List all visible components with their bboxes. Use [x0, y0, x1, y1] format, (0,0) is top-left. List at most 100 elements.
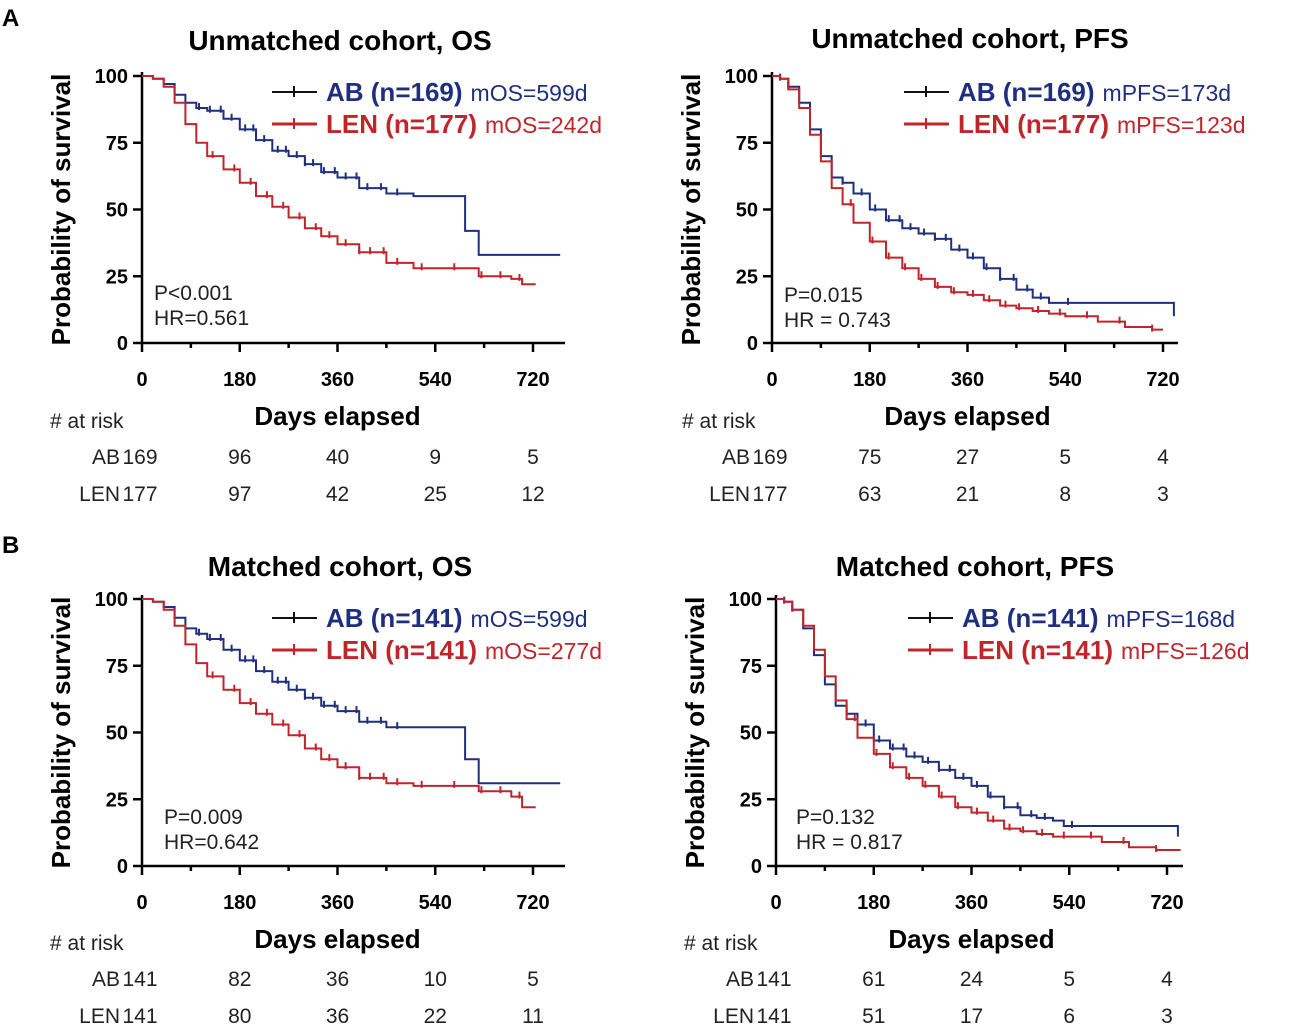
at-risk-value: 8	[1059, 483, 1071, 506]
at-risk-value: 141	[756, 1005, 791, 1028]
x-tick-label: 540	[1053, 892, 1086, 914]
x-tick-label: 720	[1150, 892, 1183, 914]
at-risk-value: 51	[862, 1005, 885, 1028]
at-risk-group-label: LEN	[709, 483, 750, 506]
chart-title: Unmatched cohort, PFS	[811, 23, 1128, 54]
legend-ab-median: mOS=599d	[471, 80, 588, 106]
at-risk-value: 40	[326, 446, 349, 469]
at-risk-value: 82	[228, 968, 251, 991]
at-risk-value: 17	[960, 1005, 983, 1028]
y-tick-label: 75	[106, 656, 128, 678]
x-tick-label: 540	[419, 369, 452, 391]
legend-ab-median: mPFS=168d	[1107, 606, 1236, 632]
ab-survival-curve	[142, 75, 561, 256]
y-tick-label: 75	[106, 133, 128, 155]
at-risk-heading: # at risk	[50, 932, 124, 955]
at-risk-group-label: AB	[726, 968, 754, 991]
at-risk-group-label: LEN	[713, 1005, 754, 1028]
km-chart-4: Matched cohort, PFS Probability of surviv…	[680, 551, 1250, 1028]
legend-len-median: mOS=277d	[485, 638, 602, 664]
x-tick-label: 540	[1049, 369, 1082, 391]
at-risk-value: 5	[527, 446, 539, 469]
at-risk-value: 5	[1063, 968, 1075, 991]
chart-grid: Unmatched cohort, OS Probability of survi…	[46, 23, 1250, 1028]
x-axis-label: Days elapsed	[254, 401, 420, 431]
y-tick-label: 50	[106, 200, 128, 222]
at-risk-value: 10	[424, 968, 447, 991]
p-value: P=0.015	[784, 284, 863, 307]
panel-label-a: A	[2, 5, 19, 32]
y-axis-label: Probability of survival	[46, 597, 76, 869]
legend-len-median: mPFS=126d	[1121, 638, 1250, 664]
at-risk-group-label: AB	[92, 446, 120, 469]
len-survival-curve	[776, 598, 1181, 851]
at-risk-value: 75	[858, 446, 881, 469]
hazard-ratio: HR = 0.817	[796, 831, 903, 854]
at-risk-group-label: LEN	[79, 483, 120, 506]
at-risk-value: 169	[122, 446, 157, 469]
legend-ab-label: AB (n=169)	[326, 77, 463, 107]
hazard-ratio: HR=0.642	[164, 831, 259, 854]
at-risk-value: 42	[326, 483, 349, 506]
legend-ab-median: mPFS=173d	[1103, 80, 1232, 106]
x-tick-label: 720	[516, 369, 549, 391]
at-risk-value: 22	[424, 1005, 447, 1028]
x-tick-label: 0	[770, 892, 781, 914]
chart-title: Matched cohort, OS	[208, 551, 472, 582]
x-tick-label: 180	[857, 892, 890, 914]
y-tick-label: 100	[95, 589, 128, 611]
at-risk-heading: # at risk	[684, 932, 758, 955]
at-risk-value: 12	[521, 483, 544, 506]
legend-len-label: LEN (n=177)	[958, 109, 1109, 139]
chart-title: Unmatched cohort, OS	[188, 25, 491, 56]
y-tick-label: 50	[740, 723, 762, 745]
at-risk-group-label: AB	[92, 968, 120, 991]
x-axis-label: Days elapsed	[884, 401, 1050, 431]
legend-ab-label: AB (n=169)	[958, 77, 1095, 107]
y-tick-label: 25	[106, 266, 128, 288]
legend-len-label: LEN (n=141)	[962, 635, 1113, 665]
km-chart-2: Unmatched cohort, PFS Probability of surv…	[676, 23, 1246, 506]
at-risk-value: 25	[424, 483, 447, 506]
at-risk-value: 141	[122, 1005, 157, 1028]
at-risk-value: 80	[228, 1005, 251, 1028]
at-risk-value: 141	[122, 968, 157, 991]
at-risk-value: 36	[326, 968, 349, 991]
x-tick-label: 0	[136, 369, 147, 391]
at-risk-value: 169	[752, 446, 787, 469]
p-value: P<0.001	[154, 282, 233, 305]
legend-len-median: mOS=242d	[485, 112, 602, 138]
at-risk-value: 177	[752, 483, 787, 506]
y-tick-label: 50	[106, 723, 128, 745]
at-risk-value: 97	[228, 483, 251, 506]
legend-len-label: LEN (n=177)	[326, 109, 477, 139]
y-tick-label: 75	[740, 656, 762, 678]
hazard-ratio: HR = 0.743	[784, 309, 891, 332]
at-risk-value: 61	[862, 968, 885, 991]
x-tick-label: 0	[136, 892, 147, 914]
y-tick-label: 25	[740, 789, 762, 811]
y-axis-label: Probability of survival	[676, 74, 706, 346]
at-risk-value: 141	[756, 968, 791, 991]
ab-survival-curve	[142, 598, 561, 785]
x-tick-label: 360	[321, 892, 354, 914]
x-tick-label: 180	[853, 369, 886, 391]
y-axis-label: Probability of survival	[46, 74, 76, 346]
y-tick-label: 25	[106, 789, 128, 811]
at-risk-value: 9	[429, 446, 441, 469]
x-axis-label: Days elapsed	[254, 924, 420, 954]
y-tick-label: 75	[736, 133, 758, 155]
at-risk-value: 4	[1157, 446, 1169, 469]
y-tick-label: 0	[747, 333, 758, 355]
p-value: P=0.009	[164, 806, 243, 829]
at-risk-group-label: AB	[722, 446, 750, 469]
hazard-ratio: HR=0.561	[154, 307, 249, 330]
y-tick-label: 100	[729, 589, 762, 611]
y-tick-label: 0	[751, 856, 762, 878]
at-risk-value: 24	[960, 968, 984, 991]
x-axis-label: Days elapsed	[888, 924, 1054, 954]
x-tick-label: 180	[223, 369, 256, 391]
at-risk-value: 63	[858, 483, 881, 506]
at-risk-value: 3	[1161, 1005, 1173, 1028]
